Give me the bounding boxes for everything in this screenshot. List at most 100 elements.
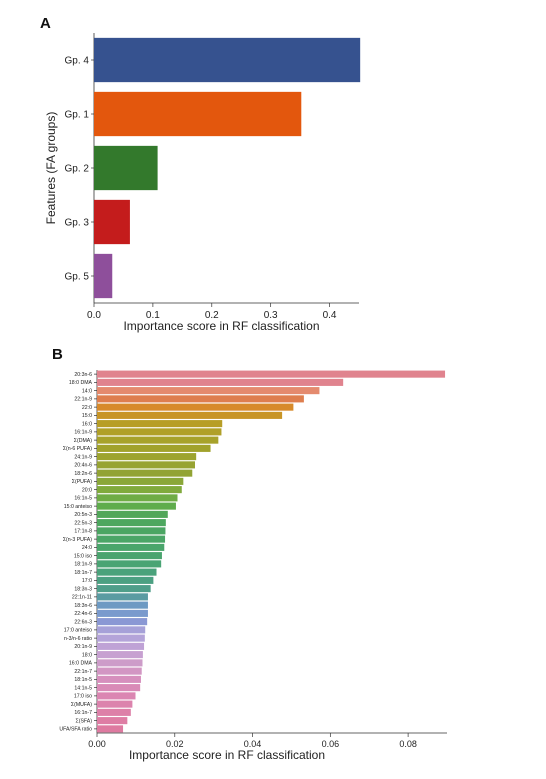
b-bar-8 bbox=[97, 436, 219, 444]
b-bar-30 bbox=[97, 618, 148, 626]
b-bar-5 bbox=[97, 411, 283, 419]
b-y-tick-label-25: 17:0 bbox=[82, 578, 92, 584]
b-bar-7 bbox=[97, 428, 222, 436]
b-y-tick-label-27: 22:1n-11 bbox=[72, 595, 92, 601]
b-bar-12 bbox=[97, 469, 193, 477]
b-y-tick-label-29: 22:4n-6 bbox=[74, 611, 92, 617]
b-y-tick-label-11: 20:4n-6 bbox=[74, 463, 92, 469]
b-bar-13 bbox=[97, 477, 184, 485]
b-bar-11 bbox=[97, 461, 195, 469]
b-x-tick-label-1: 0.02 bbox=[166, 739, 184, 749]
a-x-tick-label-4: 0.4 bbox=[323, 310, 337, 321]
a-x-axis-title: Importance score in RF classification bbox=[123, 319, 319, 333]
b-bar-24 bbox=[97, 568, 157, 576]
b-bar-25 bbox=[97, 576, 154, 584]
b-bar-27 bbox=[97, 593, 148, 601]
b-y-tick-label-3: 22:1n-9 bbox=[74, 397, 92, 403]
b-y-tick-label-8: Σ(DMA) bbox=[74, 438, 92, 444]
b-y-tick-label-7: 16:1n-9 bbox=[74, 430, 92, 436]
b-bar-18 bbox=[97, 519, 166, 527]
b-y-tick-label-9: Σ(n-6 PUFA) bbox=[63, 446, 92, 452]
b-y-tick-label-16: 15:0 anteiso bbox=[64, 504, 92, 510]
b-y-tick-label-14: 20:0 bbox=[82, 487, 92, 493]
b-bar-17 bbox=[97, 510, 168, 518]
panel-b-chart: 20:3n-6 18:0 DMA 14:0 22:1n-9 22:0 15:0 16:0 16… bbox=[59, 370, 447, 762]
a-y-tick-label-3: Gp. 3 bbox=[65, 218, 90, 229]
a-y-tick-label-1: Gp. 1 bbox=[65, 110, 90, 121]
b-y-tick-label-43: UFA/SFA ratio bbox=[59, 727, 92, 733]
b-bar-20 bbox=[97, 535, 166, 543]
a-y-axis-title: Features (FA groups) bbox=[44, 112, 58, 225]
b-bar-15 bbox=[97, 494, 178, 502]
b-bar-39 bbox=[97, 692, 136, 700]
b-y-tick-label-13: Σ(PUFA) bbox=[72, 479, 92, 485]
b-y-tick-label-33: 20:1n-9 bbox=[74, 644, 92, 650]
b-bar-1 bbox=[97, 378, 344, 386]
b-y-tick-label-32: n-3/n-6 ratio bbox=[64, 636, 92, 642]
b-bar-35 bbox=[97, 659, 143, 667]
b-y-tick-label-21: 24:0 bbox=[82, 545, 92, 551]
b-y-tick-label-4: 22:0 bbox=[82, 405, 92, 411]
b-bar-23 bbox=[97, 560, 162, 568]
b-y-tick-label-41: 16:1n-7 bbox=[74, 710, 92, 716]
b-y-tick-label-19: 17:1n-8 bbox=[74, 529, 92, 535]
b-y-tick-label-23: 18:1n-9 bbox=[74, 562, 92, 568]
b-bar-40 bbox=[97, 700, 133, 708]
b-bar-22 bbox=[97, 552, 162, 560]
b-bar-37 bbox=[97, 675, 141, 683]
a-bar-4 bbox=[94, 253, 113, 299]
b-bar-26 bbox=[97, 585, 151, 593]
b-y-tick-label-30: 22:6n-3 bbox=[74, 619, 92, 625]
a-x-tick-label-1: 0.1 bbox=[146, 310, 160, 321]
b-bar-38 bbox=[97, 684, 141, 692]
b-y-tick-label-24: 18:1n-7 bbox=[74, 570, 92, 576]
a-x-tick-label-2: 0.2 bbox=[205, 310, 219, 321]
panel-a-chart: Gp. 4 Gp. 1 Gp. 2 Gp. 3 Gp. 5 0.0 0.1 0.2 0.3 0.4… bbox=[44, 33, 361, 333]
b-bar-14 bbox=[97, 486, 182, 494]
b-bar-29 bbox=[97, 609, 148, 617]
b-bar-43 bbox=[97, 725, 124, 733]
b-y-tick-label-37: 18:1n-5 bbox=[74, 677, 92, 683]
b-y-tick-label-38: 14:1n-5 bbox=[74, 685, 92, 691]
b-x-tick-label-4: 0.08 bbox=[399, 739, 417, 749]
b-y-tick-label-12: 18:2n-6 bbox=[74, 471, 92, 477]
a-x-tick-label-3: 0.3 bbox=[264, 310, 278, 321]
b-bar-33 bbox=[97, 642, 145, 650]
b-y-tick-label-39: 17:0 iso bbox=[74, 694, 92, 700]
b-x-axis-title: Importance score in RF classification bbox=[129, 748, 325, 762]
b-bar-32 bbox=[97, 634, 145, 642]
b-y-tick-label-26: 18:3n-3 bbox=[74, 586, 92, 592]
b-y-tick-label-5: 15:0 bbox=[82, 413, 92, 419]
b-y-tick-label-42: Σ(SFA) bbox=[76, 718, 93, 724]
panel-b-letter: B bbox=[52, 346, 63, 363]
b-bar-9 bbox=[97, 444, 211, 452]
a-bar-0 bbox=[94, 37, 361, 83]
b-y-tick-label-36: 22:1n-7 bbox=[74, 669, 92, 675]
a-x-tick-label-0: 0.0 bbox=[87, 310, 101, 321]
b-y-tick-label-20: Σ(n-3 PUFA) bbox=[63, 537, 92, 543]
b-y-tick-label-17: 20:5n-3 bbox=[74, 512, 92, 518]
b-y-tick-label-34: 18:0 bbox=[82, 652, 92, 658]
b-bar-21 bbox=[97, 543, 165, 551]
b-bar-34 bbox=[97, 651, 143, 659]
b-bar-31 bbox=[97, 626, 146, 634]
b-bar-42 bbox=[97, 717, 128, 725]
b-bar-3 bbox=[97, 395, 304, 403]
b-y-tick-label-22: 15:0 iso bbox=[74, 553, 92, 559]
b-bar-36 bbox=[97, 667, 142, 675]
b-bar-6 bbox=[97, 420, 223, 428]
b-bar-10 bbox=[97, 453, 197, 461]
a-bar-2 bbox=[94, 145, 158, 191]
b-bar-0 bbox=[97, 370, 446, 378]
b-bar-41 bbox=[97, 708, 131, 716]
b-bar-28 bbox=[97, 601, 148, 609]
b-x-tick-label-0: 0.00 bbox=[88, 739, 106, 749]
b-y-tick-label-2: 14:0 bbox=[82, 388, 92, 394]
b-y-tick-label-40: Σ(MUFA) bbox=[71, 702, 92, 708]
b-bar-4 bbox=[97, 403, 294, 411]
b-y-tick-label-0: 20:3n-6 bbox=[74, 372, 92, 378]
b-y-tick-label-31: 17:0 anteiso bbox=[64, 628, 92, 634]
panel-a-letter: A bbox=[40, 15, 51, 32]
b-x-tick-label-2: 0.04 bbox=[244, 739, 262, 749]
